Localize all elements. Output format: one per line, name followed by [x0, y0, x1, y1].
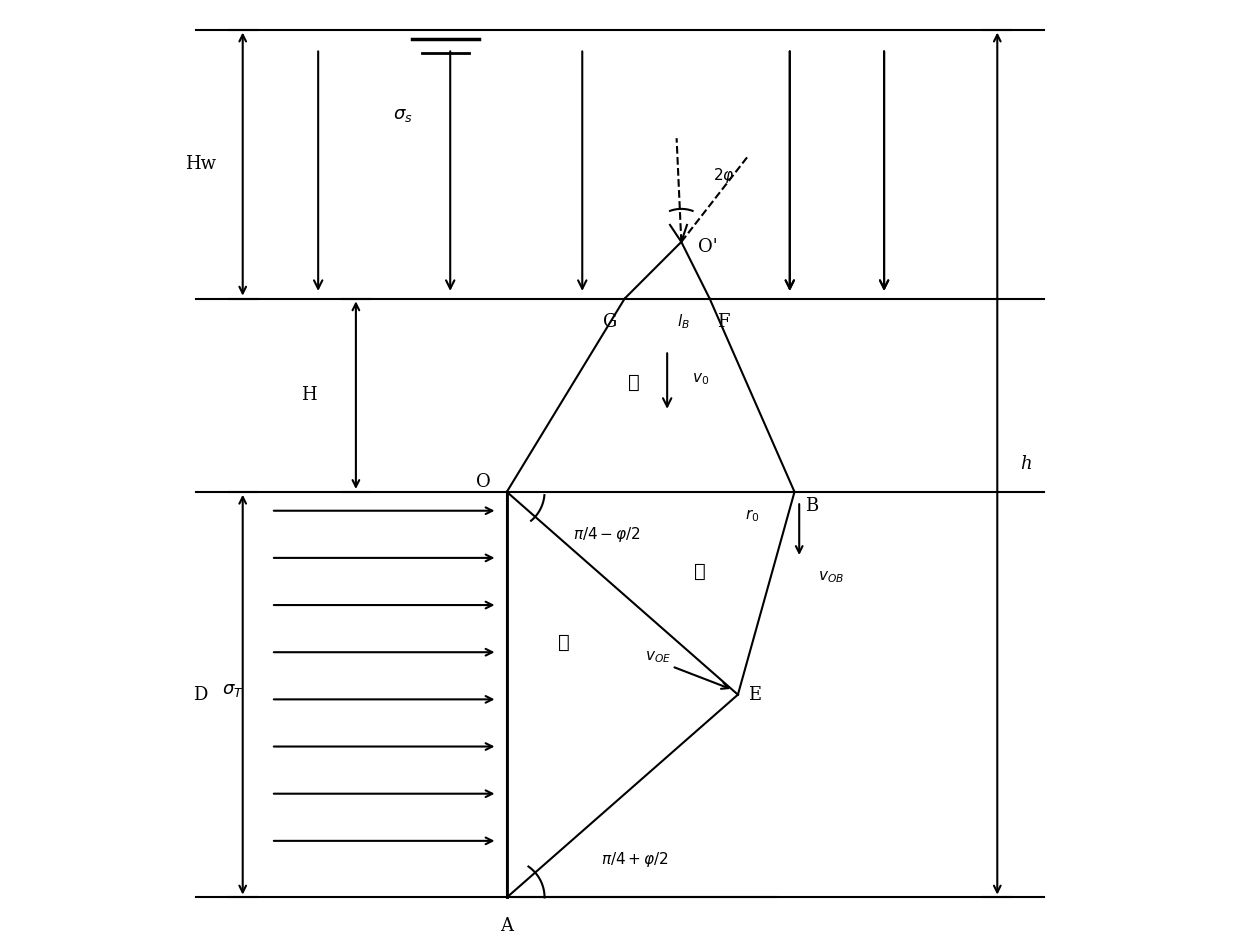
Text: $v_{OB}$: $v_{OB}$: [818, 569, 844, 585]
Text: H: H: [301, 386, 316, 404]
Text: A: A: [500, 917, 513, 935]
Text: F: F: [718, 313, 730, 331]
Text: O': O': [698, 237, 718, 255]
Text: $\pi/4+\varphi/2$: $\pi/4+\varphi/2$: [601, 850, 668, 869]
Text: E: E: [748, 686, 761, 704]
Text: $2\varphi$: $2\varphi$: [713, 166, 734, 185]
Text: $\sigma_s$: $\sigma_s$: [393, 106, 413, 124]
Text: $r_0$: $r_0$: [745, 507, 759, 524]
Text: ①: ①: [629, 375, 640, 393]
Text: ③: ③: [558, 634, 569, 652]
Text: h: h: [1019, 455, 1032, 473]
Text: G: G: [604, 313, 618, 331]
Text: D: D: [193, 686, 207, 704]
Text: $v_{OE}$: $v_{OE}$: [645, 649, 671, 665]
Text: $l_B$: $l_B$: [677, 313, 689, 331]
Text: $v_0$: $v_0$: [692, 371, 709, 387]
Text: Hw: Hw: [185, 155, 216, 173]
Text: O: O: [476, 473, 491, 491]
Text: $\pi/4-\varphi/2$: $\pi/4-\varphi/2$: [573, 525, 640, 544]
Text: B: B: [805, 497, 818, 515]
Text: ②: ②: [694, 563, 706, 581]
Text: $\sigma_T$: $\sigma_T$: [222, 681, 244, 699]
